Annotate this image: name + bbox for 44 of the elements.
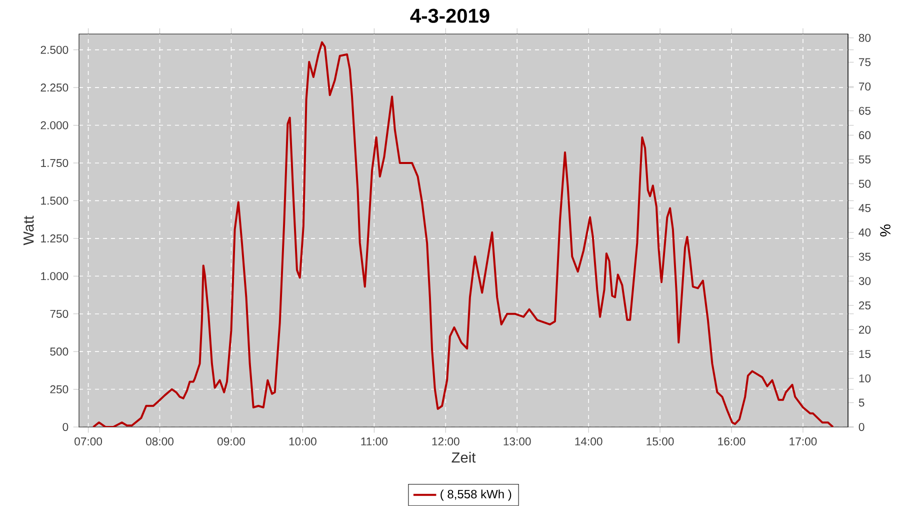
y2-tick-label: 15 <box>859 350 871 358</box>
x-tick-label: 12:00 <box>432 437 460 446</box>
x-tick-label: 09:00 <box>217 437 245 446</box>
y2-tick-label: 55 <box>858 156 871 164</box>
x-tick-label: 16:00 <box>718 437 746 446</box>
y-tick-label: 1.500 <box>41 196 68 205</box>
x-tick-label: 17:00 <box>790 437 817 446</box>
y2-tick-label: 40 <box>858 228 871 237</box>
y2-tick-label: 35 <box>858 252 871 261</box>
x-tick-label: 10:00 <box>289 437 316 446</box>
y-tick-label: 1.000 <box>41 272 68 280</box>
y2-tick-label: 65 <box>859 106 871 115</box>
y2-tick-label: 50 <box>858 180 871 188</box>
y2-tick-label: 10 <box>859 374 871 382</box>
x-tick-label: 11:00 <box>361 437 388 446</box>
y-tick-label: 1.750 <box>41 159 68 168</box>
y2-tick-label: 60 <box>859 131 871 140</box>
x-tick-label: 14:00 <box>575 437 602 446</box>
y-tick-label: 1.250 <box>41 234 68 242</box>
y-tick-label: 500 <box>50 348 68 356</box>
y2-tick-label: 0 <box>858 423 864 432</box>
y2-tick-label: 5 <box>858 398 864 407</box>
y2-tick-label: 75 <box>859 58 871 66</box>
y-tick-label: 2.000 <box>40 121 68 130</box>
x-tick-label: 13:00 <box>504 437 531 446</box>
x-tick-label: 15:00 <box>646 437 674 446</box>
x-tick-label: 07:00 <box>74 437 102 446</box>
y2-tick-label: 70 <box>859 82 871 91</box>
y2-axis-title: % <box>880 224 890 237</box>
x-axis-title: Zeit <box>452 452 476 463</box>
x-tick-label: 08:00 <box>146 437 174 446</box>
y2-tick-label: 30 <box>858 277 871 286</box>
chart-title: 4-3-2019 <box>410 8 490 23</box>
y-tick-label: 2.250 <box>40 84 68 92</box>
y-tick-label: 750 <box>50 310 68 318</box>
y-axis-title: Watt <box>24 216 34 246</box>
legend-label: ( 8,558 kWh ) <box>440 490 512 501</box>
y2-tick-label: 25 <box>858 301 871 310</box>
y2-tick-label: 20 <box>858 326 871 334</box>
y-tick-label: 0 <box>62 423 68 432</box>
y2-tick-label: 80 <box>858 34 871 42</box>
y2-tick-label: 45 <box>858 204 871 212</box>
y-tick-label: 2.500 <box>40 46 68 54</box>
y-tick-label: 250 <box>50 385 68 394</box>
